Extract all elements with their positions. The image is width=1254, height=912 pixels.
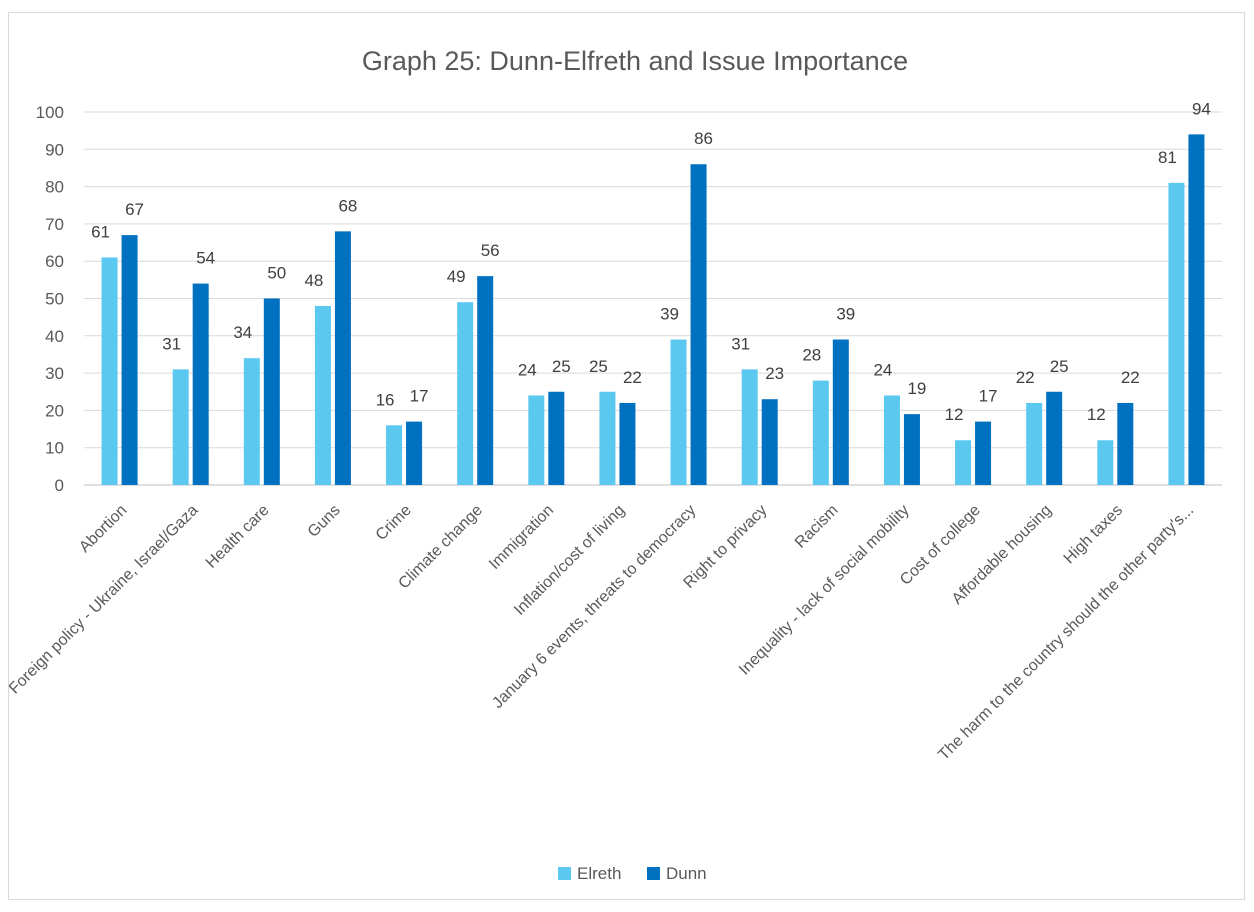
legend-label-elreth: Elreth bbox=[577, 864, 621, 883]
bar-dunn bbox=[761, 399, 778, 485]
data-label: 49 bbox=[447, 267, 466, 286]
bar-dunn bbox=[121, 235, 138, 485]
legend-swatch-elreth bbox=[558, 867, 571, 880]
data-label: 56 bbox=[481, 241, 500, 260]
data-label: 16 bbox=[376, 390, 395, 409]
bar-elreth bbox=[955, 440, 972, 485]
bar-chart: Graph 25: Dunn-Elfreth and Issue Importa… bbox=[9, 46, 1222, 883]
bar-elreth bbox=[883, 395, 900, 485]
bar-dunn bbox=[832, 339, 849, 485]
data-label: 61 bbox=[91, 222, 110, 241]
data-label: 67 bbox=[125, 200, 144, 219]
bar-elreth bbox=[101, 257, 118, 485]
bar-elreth bbox=[243, 358, 260, 485]
data-label: 39 bbox=[836, 305, 855, 324]
data-label: 12 bbox=[945, 405, 964, 424]
bar-elreth bbox=[1026, 402, 1043, 485]
bar-elreth bbox=[670, 339, 687, 485]
data-label: 39 bbox=[660, 305, 679, 324]
legend: Elreth Dunn bbox=[558, 864, 707, 883]
data-label: 22 bbox=[623, 368, 642, 387]
y-axis: 0 10 20 30 40 50 60 70 80 90 100 bbox=[36, 103, 64, 495]
data-label: 48 bbox=[304, 271, 323, 290]
data-label: 19 bbox=[907, 379, 926, 398]
category-label: Guns bbox=[305, 502, 344, 541]
category-label: Abortion bbox=[76, 502, 130, 556]
data-label: 25 bbox=[1050, 357, 1069, 376]
data-label: 68 bbox=[338, 196, 357, 215]
data-label: 22 bbox=[1016, 368, 1035, 387]
bar-dunn bbox=[192, 283, 209, 485]
data-label: 31 bbox=[162, 334, 181, 353]
data-label: 23 bbox=[765, 364, 784, 383]
legend-swatch-dunn bbox=[647, 867, 660, 880]
y-tick-label: 90 bbox=[45, 140, 64, 159]
data-label: 28 bbox=[802, 346, 821, 365]
bar-dunn bbox=[1188, 134, 1205, 485]
bar-elreth bbox=[741, 369, 758, 485]
category-label: Health care bbox=[203, 502, 273, 572]
data-label: 17 bbox=[979, 387, 998, 406]
bar-dunn bbox=[1117, 402, 1134, 485]
data-label: 24 bbox=[518, 360, 537, 379]
legend-label-dunn: Dunn bbox=[666, 864, 707, 883]
y-tick-label: 40 bbox=[45, 327, 64, 346]
y-tick-label: 70 bbox=[45, 215, 64, 234]
data-label: 86 bbox=[694, 129, 713, 148]
data-label: 22 bbox=[1121, 368, 1140, 387]
category-label: Racism bbox=[792, 502, 842, 552]
bar-elreth bbox=[1097, 440, 1114, 485]
bar-dunn bbox=[406, 421, 423, 485]
data-label: 17 bbox=[410, 387, 429, 406]
bar-elreth bbox=[812, 380, 829, 485]
bar-dunn bbox=[263, 298, 280, 485]
bar-dunn bbox=[477, 276, 494, 485]
data-label: 12 bbox=[1087, 405, 1106, 424]
bar-dunn bbox=[903, 414, 920, 485]
bar-dunn bbox=[334, 231, 351, 485]
y-tick-label: 100 bbox=[36, 103, 64, 122]
data-label: 25 bbox=[589, 357, 608, 376]
bar-dunn bbox=[975, 421, 992, 485]
bar-elreth bbox=[457, 302, 474, 485]
data-label: 24 bbox=[873, 360, 892, 379]
y-tick-label: 10 bbox=[45, 439, 64, 458]
category-label: Crime bbox=[373, 502, 415, 544]
bar-dunn bbox=[548, 391, 565, 485]
data-label: 81 bbox=[1158, 148, 1177, 167]
y-tick-label: 60 bbox=[45, 252, 64, 271]
data-label: 34 bbox=[233, 323, 252, 342]
bar-elreth bbox=[314, 305, 331, 485]
data-label: 94 bbox=[1192, 99, 1211, 118]
bar-elreth bbox=[172, 369, 189, 485]
bars bbox=[101, 134, 1205, 485]
chart-title: Graph 25: Dunn-Elfreth and Issue Importa… bbox=[362, 46, 908, 76]
category-label: The harm to the country should the other… bbox=[935, 502, 1197, 764]
data-label: 31 bbox=[731, 334, 750, 353]
y-tick-label: 30 bbox=[45, 364, 64, 383]
bar-elreth bbox=[599, 391, 616, 485]
bar-dunn bbox=[690, 164, 707, 485]
bar-elreth bbox=[386, 425, 403, 485]
chart-frame: Graph 25: Dunn-Elfreth and Issue Importa… bbox=[8, 12, 1245, 900]
bar-elreth bbox=[528, 395, 545, 485]
category-label: High taxes bbox=[1061, 502, 1126, 567]
y-tick-label: 80 bbox=[45, 178, 64, 197]
data-label: 54 bbox=[196, 249, 215, 268]
bar-elreth bbox=[1168, 182, 1185, 485]
category-label: Immigration bbox=[486, 502, 557, 573]
data-labels: 61 67 31 54 34 50 48 68 16 17 49 56 24 25 25 22 39 86 31 23… bbox=[91, 99, 1211, 424]
y-tick-label: 0 bbox=[55, 476, 64, 495]
bar-dunn bbox=[619, 402, 636, 485]
data-label: 25 bbox=[552, 357, 571, 376]
y-tick-label: 20 bbox=[45, 401, 64, 420]
y-tick-label: 50 bbox=[45, 290, 64, 309]
bar-dunn bbox=[1046, 391, 1063, 485]
data-label: 50 bbox=[267, 264, 286, 283]
